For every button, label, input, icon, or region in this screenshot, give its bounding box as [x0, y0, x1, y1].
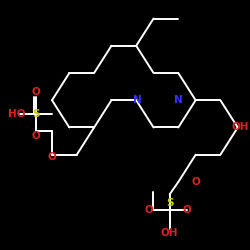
Text: O: O [144, 206, 153, 216]
Text: S: S [32, 109, 40, 119]
Text: HO: HO [8, 109, 25, 119]
Text: OH: OH [161, 228, 178, 238]
Text: N: N [174, 95, 183, 105]
Text: OH: OH [232, 122, 249, 132]
Text: S: S [166, 198, 173, 208]
Text: O: O [32, 131, 40, 141]
Text: O: O [191, 177, 200, 187]
Text: O: O [48, 152, 56, 162]
Text: O: O [32, 86, 40, 97]
Text: O: O [182, 206, 191, 216]
Text: N: N [133, 95, 142, 105]
